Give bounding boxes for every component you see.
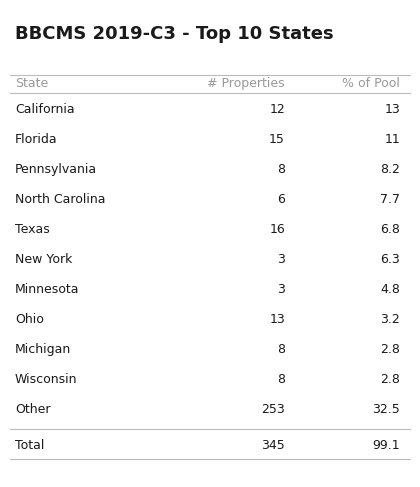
Text: 32.5: 32.5	[372, 403, 400, 416]
Text: Other: Other	[15, 403, 50, 416]
Text: Florida: Florida	[15, 133, 58, 146]
Text: Minnesota: Minnesota	[15, 283, 79, 296]
Text: 8: 8	[277, 373, 285, 386]
Text: # Properties: # Properties	[207, 77, 285, 90]
Text: State: State	[15, 77, 48, 90]
Text: Texas: Texas	[15, 223, 50, 236]
Text: 99.1: 99.1	[373, 439, 400, 452]
Text: 7.7: 7.7	[380, 193, 400, 206]
Text: 8.2: 8.2	[380, 163, 400, 176]
Text: 253: 253	[261, 403, 285, 416]
Text: 8: 8	[277, 163, 285, 176]
Text: % of Pool: % of Pool	[342, 77, 400, 90]
Text: 8: 8	[277, 343, 285, 356]
Text: Michigan: Michigan	[15, 343, 71, 356]
Text: 2.8: 2.8	[380, 343, 400, 356]
Text: 6: 6	[277, 193, 285, 206]
Text: Pennsylvania: Pennsylvania	[15, 163, 97, 176]
Text: Wisconsin: Wisconsin	[15, 373, 78, 386]
Text: 3.2: 3.2	[380, 313, 400, 326]
Text: 11: 11	[384, 133, 400, 146]
Text: 12: 12	[269, 103, 285, 116]
Text: 6.3: 6.3	[380, 253, 400, 266]
Text: 4.8: 4.8	[380, 283, 400, 296]
Text: 15: 15	[269, 133, 285, 146]
Text: 3: 3	[277, 253, 285, 266]
Text: 6.8: 6.8	[380, 223, 400, 236]
Text: North Carolina: North Carolina	[15, 193, 105, 206]
Text: BBCMS 2019-C3 - Top 10 States: BBCMS 2019-C3 - Top 10 States	[15, 25, 333, 43]
Text: Ohio: Ohio	[15, 313, 44, 326]
Text: 345: 345	[261, 439, 285, 452]
Text: New York: New York	[15, 253, 72, 266]
Text: California: California	[15, 103, 75, 116]
Text: 13: 13	[384, 103, 400, 116]
Text: 13: 13	[269, 313, 285, 326]
Text: 2.8: 2.8	[380, 373, 400, 386]
Text: 3: 3	[277, 283, 285, 296]
Text: 16: 16	[269, 223, 285, 236]
Text: Total: Total	[15, 439, 45, 452]
